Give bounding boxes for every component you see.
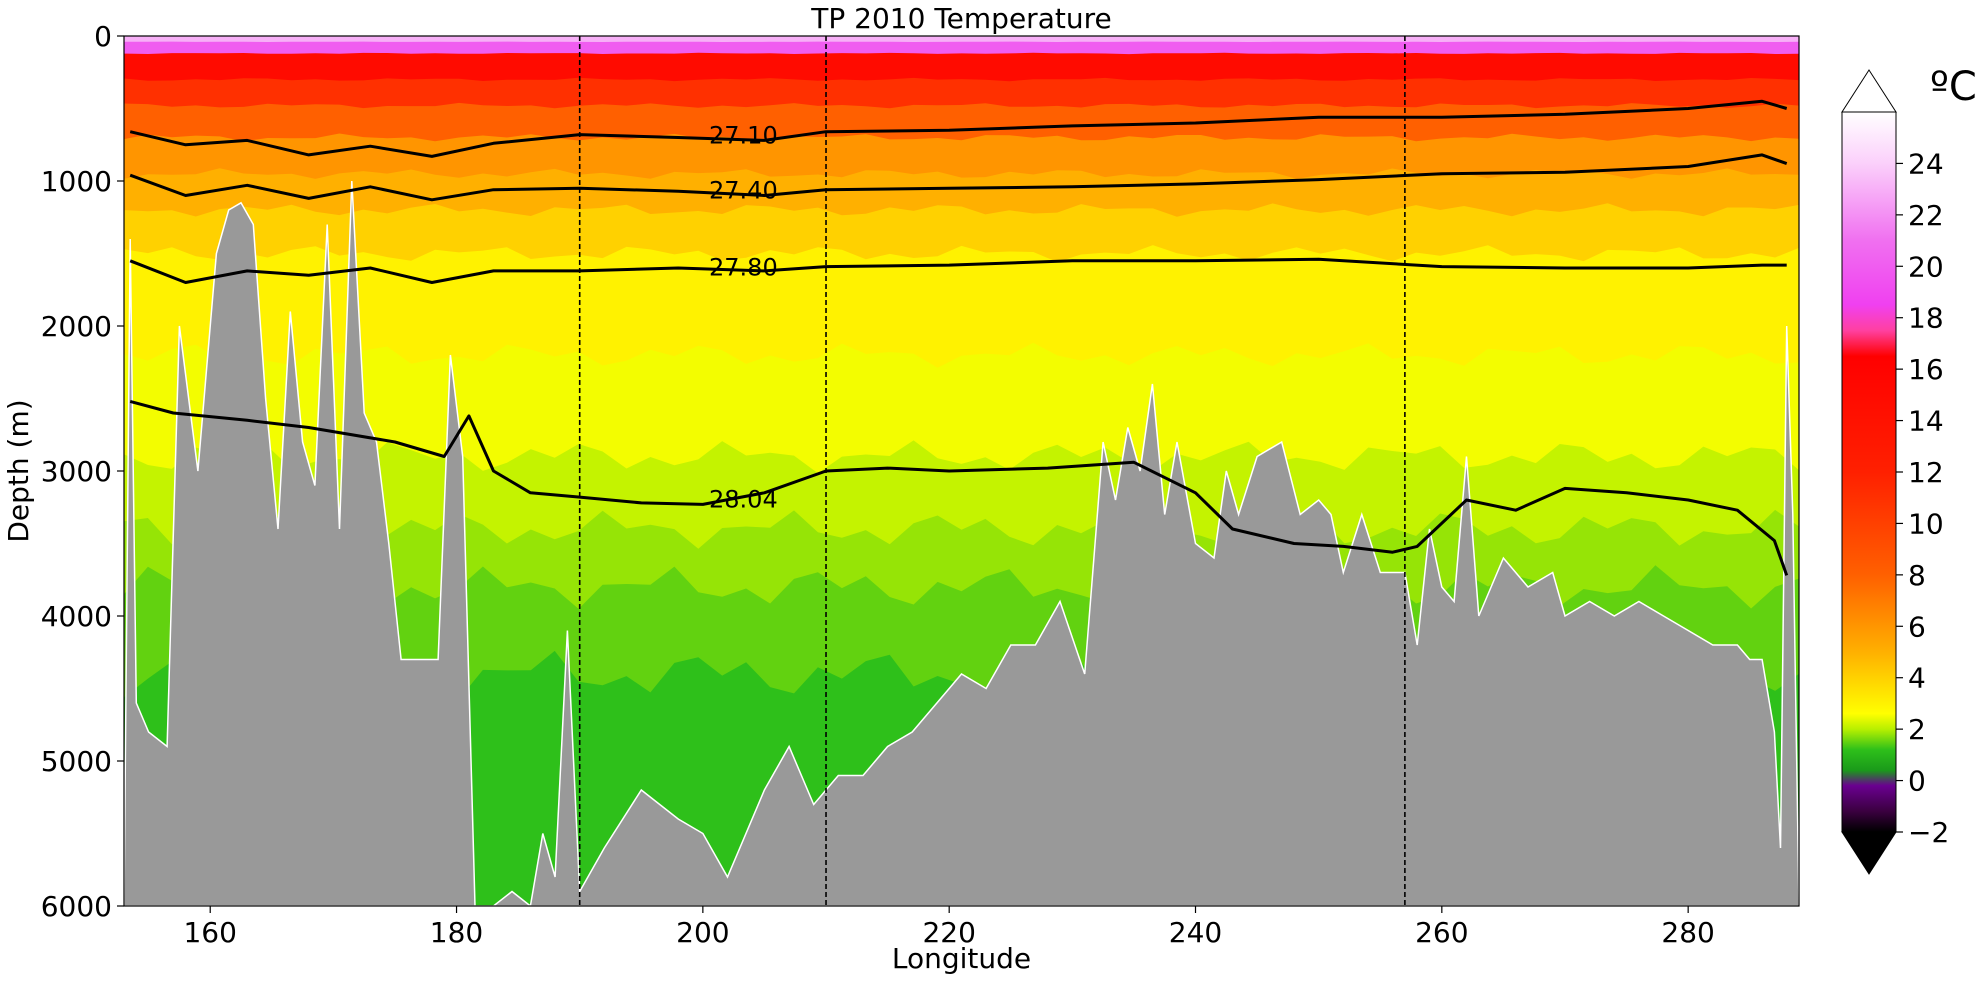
colorbar-tick-label: 12 [1908, 456, 1944, 489]
colorbar-tick-label: 22 [1908, 199, 1944, 232]
x-tick-label: 260 [1415, 916, 1468, 949]
colorbar-tick-label: 4 [1908, 662, 1926, 695]
x-tick-label: 220 [922, 916, 975, 949]
density-contour-line [129, 99, 1788, 158]
colorbar-tick-label: 8 [1908, 559, 1926, 592]
y-tick-label: 1000 [41, 165, 112, 198]
colorbar-tick-label: 6 [1908, 610, 1926, 643]
density-contour-line [129, 153, 1788, 202]
y-tick-label: 4000 [41, 600, 112, 633]
colorbar-tick-label: 16 [1908, 353, 1944, 386]
colorbar-tick-label: 2 [1908, 713, 1926, 746]
temperature-field [124, 36, 1799, 906]
x-tick-label: 180 [430, 916, 483, 949]
x-axis: 160 180 200 220 240 260 280 [183, 906, 1715, 949]
temperature-band [124, 36, 1799, 42]
colorbar-tick-label: 10 [1908, 507, 1944, 540]
y-tick-label: 0 [94, 20, 112, 53]
density-contour-line [129, 257, 1787, 284]
density-contour-line [129, 399, 1789, 576]
colorbar-max-extension [1841, 69, 1897, 113]
seafloor-area [124, 180, 1799, 906]
x-tick-label: 280 [1661, 916, 1714, 949]
colorbar-tick-label: 18 [1908, 302, 1944, 335]
x-tick-label: 240 [1169, 916, 1222, 949]
y-tick-label: 2000 [41, 310, 112, 343]
x-tick-label: 160 [183, 916, 236, 949]
contour-label: 27.40 [709, 177, 778, 205]
colorbar-tick-label: 24 [1908, 147, 1944, 180]
colorbar-min-extension [1841, 831, 1897, 875]
x-tick-label: 200 [676, 916, 729, 949]
colorbar-tick-label: 14 [1908, 405, 1944, 438]
colorbar-gradient [1842, 112, 1896, 832]
y-tick-label: 6000 [41, 890, 112, 923]
contour-label: 28.04 [709, 486, 778, 514]
chart-title: TP 2010 Temperature [810, 2, 1111, 35]
bathymetry [124, 180, 1799, 906]
y-axis: 0 1000 2000 3000 4000 5000 6000 [41, 20, 124, 923]
y-tick-label: 5000 [41, 745, 112, 778]
contour-label: 27.80 [709, 254, 778, 282]
colorbar-tick-label: −2 [1908, 816, 1949, 849]
colorbar-tick-label: 20 [1908, 250, 1944, 283]
plot-area: 27.10 27.40 27.80 28.04 [124, 36, 1799, 906]
x-axis-label: Longitude [892, 942, 1031, 975]
contour-label: 27.10 [709, 122, 778, 150]
y-axis-label: Depth (m) [2, 399, 35, 542]
colorbar-tick-label: 0 [1908, 765, 1926, 798]
colorbar-unit-label: ºC [1930, 64, 1977, 110]
density-contours: 27.10 27.40 27.80 28.04 [129, 99, 1789, 576]
y-tick-label: 3000 [41, 455, 112, 488]
